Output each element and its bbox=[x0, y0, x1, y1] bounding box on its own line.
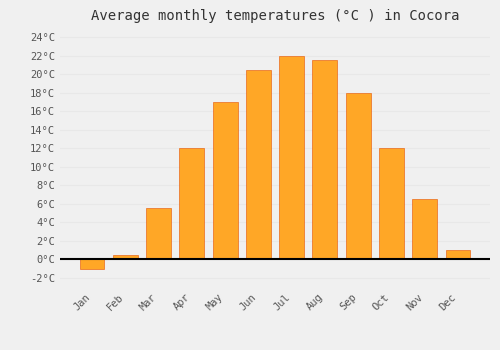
Bar bbox=[346, 93, 370, 259]
Bar bbox=[246, 70, 271, 259]
Bar bbox=[80, 259, 104, 268]
Bar bbox=[279, 56, 304, 259]
Bar bbox=[212, 102, 238, 259]
Bar bbox=[446, 250, 470, 259]
Bar bbox=[379, 148, 404, 259]
Bar bbox=[180, 148, 204, 259]
Bar bbox=[146, 208, 171, 259]
Bar bbox=[113, 255, 138, 259]
Bar bbox=[312, 60, 338, 259]
Title: Average monthly temperatures (°C ) in Cocora: Average monthly temperatures (°C ) in Co… bbox=[91, 9, 459, 23]
Bar bbox=[412, 199, 437, 259]
